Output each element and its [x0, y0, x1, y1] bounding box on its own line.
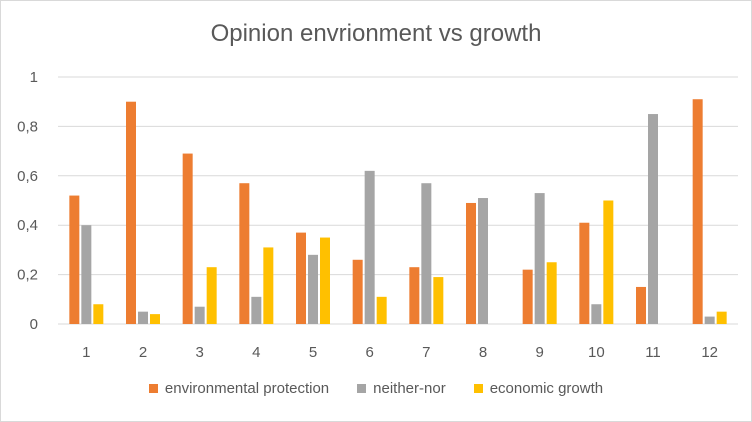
chart-title: Opinion envrionment vs growth — [210, 20, 542, 47]
bar — [138, 311, 148, 324]
x-tick-label: 1 — [82, 344, 90, 361]
y-tick-label: 0,2 — [17, 267, 38, 284]
bar — [263, 247, 274, 324]
bar — [433, 277, 444, 324]
bar — [320, 237, 330, 324]
legend-label: environmental protection — [164, 380, 330, 397]
bar — [93, 304, 104, 324]
legend-swatch — [473, 384, 483, 393]
bar — [704, 316, 715, 324]
x-tick-label: 5 — [309, 344, 317, 361]
legend-item: economic growth — [473, 380, 604, 397]
y-tick-label: 0 — [30, 316, 38, 333]
x-tick-label: 2 — [139, 344, 147, 361]
legend: environmental protection neither-nor econo… — [0, 380, 752, 397]
x-tick-label: 11 — [645, 344, 661, 361]
x-tick-label: 6 — [365, 344, 373, 361]
y-tick-label: 0,4 — [17, 217, 38, 234]
x-tick-label: 3 — [195, 344, 203, 361]
x-tick-label: 7 — [422, 344, 430, 361]
bar — [716, 311, 727, 324]
x-tick-label: 8 — [479, 344, 487, 361]
x-tick-label: 12 — [701, 344, 718, 361]
bar — [534, 193, 545, 324]
legend-item: neither-nor — [357, 380, 446, 397]
bar — [648, 114, 658, 324]
bar — [364, 170, 375, 324]
bar — [579, 222, 590, 324]
bar — [69, 195, 80, 324]
bar — [352, 259, 363, 324]
bar — [421, 183, 432, 324]
bar — [126, 101, 136, 324]
legend-label: neither-nor — [373, 380, 446, 397]
bar — [546, 262, 557, 324]
bar — [591, 304, 602, 324]
legend-swatch — [357, 384, 367, 393]
bar — [194, 306, 205, 324]
bar — [636, 286, 646, 324]
bar — [296, 232, 306, 324]
y-tick-label: 0,8 — [17, 118, 38, 135]
x-tick-label: 4 — [252, 344, 260, 361]
bar — [150, 314, 160, 324]
y-tick-label: 0,6 — [17, 168, 38, 185]
bar — [206, 267, 217, 324]
bar — [603, 200, 614, 324]
x-tick-label: 9 — [535, 344, 543, 361]
bar — [466, 202, 476, 324]
legend-label: economic growth — [489, 380, 604, 397]
bar — [376, 296, 387, 324]
bar — [522, 269, 533, 324]
y-tick-label: 1 — [30, 69, 38, 86]
bar — [409, 267, 420, 324]
bar — [182, 153, 193, 324]
x-tick-label: 10 — [588, 344, 605, 361]
legend-item: environmental protection — [148, 380, 330, 397]
bar — [81, 225, 92, 324]
bar — [478, 198, 488, 324]
legend-swatch — [148, 384, 158, 393]
bar — [692, 99, 703, 324]
bar — [308, 254, 318, 324]
bar — [239, 183, 250, 324]
bar — [251, 296, 262, 324]
